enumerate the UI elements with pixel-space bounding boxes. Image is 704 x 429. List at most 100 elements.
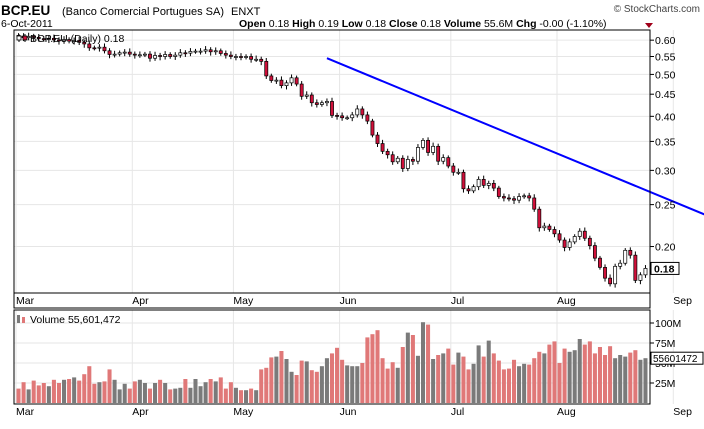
candle-body-down — [496, 187, 501, 197]
volume-bar — [208, 379, 213, 403]
price-candle — [102, 43, 107, 54]
candle-body-down — [598, 257, 602, 268]
price-candle — [137, 51, 142, 58]
close-value: 0.18 — [421, 18, 442, 30]
candle-body-down — [507, 197, 511, 200]
price-candle — [537, 206, 542, 232]
price-candle — [330, 97, 334, 119]
price-candle — [527, 192, 532, 202]
volume-bar — [274, 356, 279, 403]
price-candle — [598, 255, 602, 270]
month-axis-strip — [13, 292, 651, 309]
price-candle — [234, 53, 238, 61]
volume-bar — [603, 355, 608, 403]
candle-body-down — [628, 249, 633, 256]
price-candle — [249, 53, 254, 63]
candle-body-down — [309, 94, 314, 104]
volume-bar — [562, 348, 567, 403]
candle-body-down — [501, 196, 506, 199]
price-candle — [380, 139, 385, 154]
price-candle — [198, 48, 203, 55]
volume-bar — [112, 379, 117, 403]
volume-bar — [496, 360, 501, 403]
candle-body-up — [325, 101, 329, 104]
volume-bar — [309, 370, 314, 403]
candle-body-down — [562, 239, 567, 248]
candle-body-down — [269, 75, 274, 81]
price-candle — [122, 49, 127, 57]
price-candles — [16, 32, 648, 288]
candle-body-up — [46, 37, 51, 40]
price-y-tick-label: 0.35 — [655, 136, 676, 148]
price-candle — [512, 196, 516, 204]
volume-bar — [506, 368, 511, 403]
price-candle — [279, 76, 284, 89]
volume-bar — [223, 388, 228, 403]
volume-bar — [51, 379, 56, 403]
price-candle — [436, 143, 441, 165]
month-label: Jun — [340, 406, 357, 418]
price-candle — [335, 112, 339, 120]
price-candle — [132, 51, 137, 59]
volume-bar — [643, 358, 648, 403]
volume-bar — [340, 359, 345, 403]
candle-body-up — [163, 54, 168, 57]
volume-bar — [456, 352, 461, 403]
volume-bar — [173, 388, 178, 403]
volume-bar — [264, 367, 269, 403]
candle-body-up — [198, 50, 203, 53]
volume-bar — [405, 332, 410, 403]
volume-bar — [522, 363, 527, 403]
price-candle — [471, 184, 476, 194]
price-candle — [325, 98, 329, 107]
candle-body-up — [577, 230, 582, 237]
volume-bar — [537, 351, 542, 403]
volume-bar — [385, 368, 390, 403]
candle-body-up — [618, 262, 623, 267]
candle-body-up — [289, 77, 294, 84]
volume-bar — [284, 359, 289, 403]
price-candle — [441, 154, 446, 165]
volume-y-tick-label: 25M — [655, 378, 675, 390]
candle-body-up — [97, 46, 102, 49]
price-candle — [416, 144, 420, 165]
volume-bar — [314, 371, 319, 403]
volume-bar — [511, 359, 517, 403]
candle-body-up — [178, 52, 183, 56]
price-candle — [587, 235, 592, 250]
candle-body-down — [57, 39, 61, 42]
candle-body-down — [446, 157, 451, 167]
candle-body-down — [264, 61, 269, 77]
candle-body-down — [582, 230, 587, 239]
candle-body-down — [249, 56, 254, 60]
price-candle — [385, 148, 390, 159]
candle-body-down — [380, 143, 385, 152]
volume-bar — [517, 366, 522, 403]
price-candle — [173, 52, 178, 60]
price-candle — [582, 227, 587, 241]
candle-body-up — [355, 108, 360, 116]
volume-bar — [426, 324, 431, 403]
low-value: 0.18 — [366, 18, 387, 30]
price-candle — [31, 33, 36, 42]
volume-last-value-label: 55601472 — [653, 354, 698, 365]
price-candle — [481, 175, 486, 188]
price-candle — [228, 51, 233, 60]
price-candle — [284, 80, 289, 90]
price-candle — [188, 48, 193, 57]
volume-bar — [410, 335, 415, 403]
candle-body-down — [148, 53, 152, 59]
price-candle — [638, 272, 643, 285]
candle-body-down — [552, 229, 557, 235]
volume-bar — [592, 353, 597, 403]
volume-bars — [16, 322, 648, 403]
stockcharts-watermark: © StockCharts.com — [614, 4, 700, 15]
volume-bar — [147, 388, 153, 403]
candle-body-down — [168, 54, 173, 57]
volume-bar — [608, 346, 613, 403]
volume-bar — [587, 341, 592, 403]
price-candle — [507, 194, 511, 202]
price-candle — [466, 185, 471, 194]
price-candle — [294, 75, 299, 87]
